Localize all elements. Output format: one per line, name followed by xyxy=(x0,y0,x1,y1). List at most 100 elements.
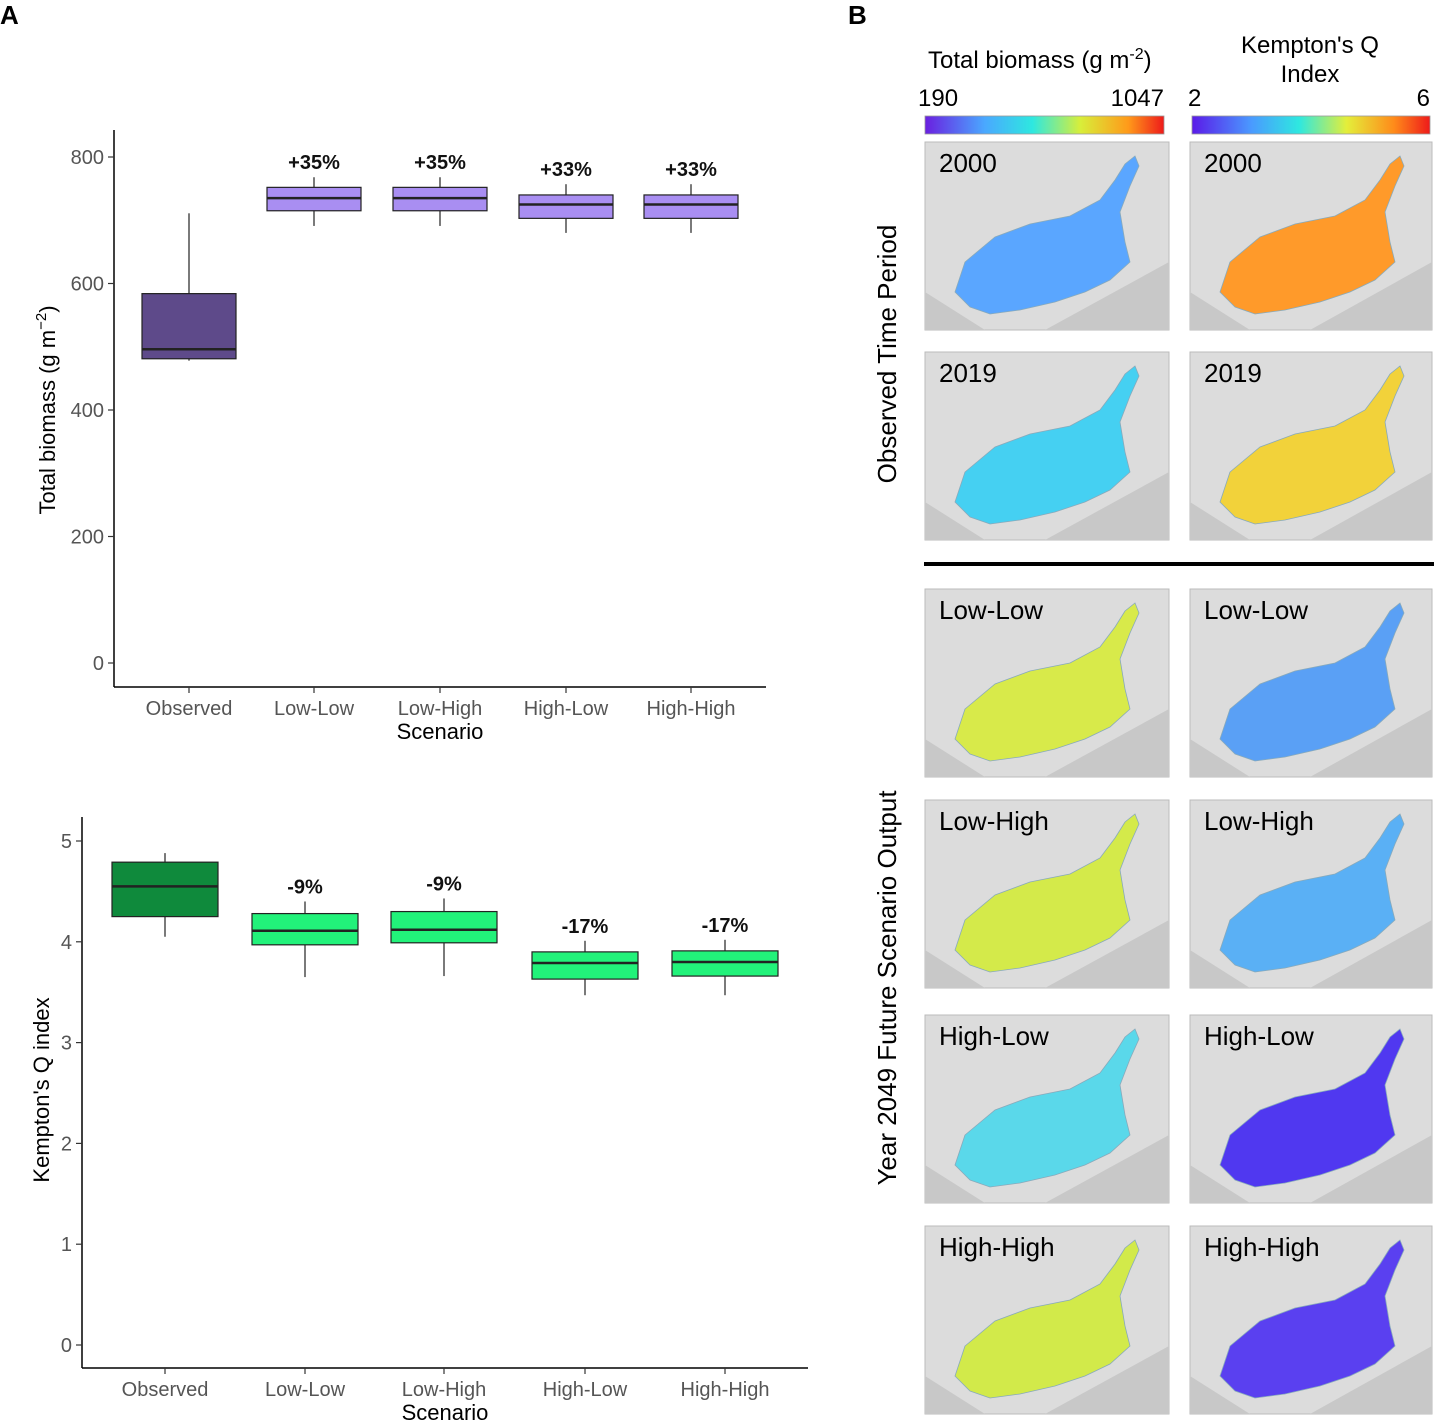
kempton-box-body xyxy=(111,861,219,918)
map-lake xyxy=(1219,365,1405,525)
map-land-shape xyxy=(1190,1165,1250,1203)
map-land-shape xyxy=(1190,950,1250,988)
biomass-y-tick-label: 800 xyxy=(71,147,104,169)
map-lake xyxy=(1219,1028,1405,1188)
map-panel-1-1: 2019 xyxy=(1189,351,1433,541)
kempton-y-tick-label: 0 xyxy=(61,1335,72,1357)
colorbar-biomass-gradient xyxy=(924,115,1165,135)
colorbar-kempton-title-line1: Kempton's Q xyxy=(1241,32,1379,59)
kempton-box-1: -9% xyxy=(251,876,359,978)
map-lake xyxy=(954,1239,1140,1399)
map-land-shape xyxy=(1045,709,1169,777)
map-panel-5-0: High-High xyxy=(924,1225,1170,1415)
map-land-shape xyxy=(1045,262,1169,330)
map-lake xyxy=(1219,602,1405,762)
kempton-box-2: -9% xyxy=(390,873,498,977)
biomass-y-tick-label: 400 xyxy=(71,400,104,422)
biomass-y-tick-label: 0 xyxy=(93,653,104,675)
biomass-box-1: +35% xyxy=(266,152,362,226)
biomass-boxplot: 0 200 400 600 800 Observed Low-Low Low-High High… xyxy=(33,130,766,744)
kempton-y-axis-title: Kempton's Q index xyxy=(29,997,54,1182)
map-land-shape xyxy=(1045,1135,1169,1203)
biomass-y-tick-label: 200 xyxy=(71,527,104,549)
kempton-x-axis-title: Scenario xyxy=(402,1400,489,1424)
kempton-box-body xyxy=(531,951,639,980)
kempton-box-3: -17% xyxy=(531,916,639,996)
kempton-y-tick-label: 2 xyxy=(61,1133,72,1155)
map-land-shape xyxy=(1045,1346,1169,1414)
map-lake xyxy=(1219,1239,1405,1399)
biomass-x-tick-label: Low-Low xyxy=(274,698,355,720)
biomass-x-tick-label: High-High xyxy=(647,698,736,720)
biomass-x-tick-label: Low-High xyxy=(398,698,482,720)
biomass-pct-label: +33% xyxy=(665,159,717,181)
biomass-axes: 0 200 400 600 800 Observed Low-Low Low-High High… xyxy=(71,130,766,720)
biomass-y-axis-title: Total biomass (g m−2) xyxy=(33,305,60,514)
map-lake xyxy=(954,365,1140,525)
map-panel-3-1: Low-High xyxy=(1189,799,1433,989)
map-land-shape xyxy=(1310,472,1432,540)
map-label: High-Low xyxy=(939,1021,1049,1051)
kempton-boxplot: 0 1 2 3 4 5 Observed Low-Low Low-High High-Low Hig… xyxy=(29,817,808,1424)
map-lake xyxy=(954,813,1140,973)
map-panel-0-0: 2000 xyxy=(924,141,1170,331)
map-label: High-Low xyxy=(1204,1021,1314,1051)
map-lake xyxy=(1219,155,1405,315)
map-label: Low-Low xyxy=(1204,595,1308,625)
colorbar-biomass-min: 190 xyxy=(918,85,958,112)
biomass-pct-label: +35% xyxy=(414,152,466,174)
map-land-shape xyxy=(925,950,985,988)
biomass-box-4: +33% xyxy=(643,159,739,233)
kempton-y-tick-label: 3 xyxy=(61,1033,72,1055)
map-panel-4-1: High-Low xyxy=(1189,1014,1433,1204)
colorbar-kempton-gradient xyxy=(1191,115,1431,135)
kempton-pct-label: -9% xyxy=(426,873,462,895)
kempton-x-tick-label: High-High xyxy=(681,1379,770,1401)
map-label: High-High xyxy=(1204,1232,1320,1262)
biomass-box-0 xyxy=(141,213,237,361)
map-land-shape xyxy=(925,1376,985,1414)
kempton-boxes: -9% -9% -17% -17% xyxy=(111,853,779,996)
map-land-shape xyxy=(1310,709,1432,777)
map-land-shape xyxy=(925,739,985,777)
map-lake xyxy=(954,1028,1140,1188)
biomass-box-body xyxy=(643,194,739,219)
map-panel-1-0: 2019 xyxy=(924,351,1170,541)
colorbar-kempton-max: 6 xyxy=(1417,85,1430,112)
kempton-x-tick-label: Low-Low xyxy=(265,1379,346,1401)
map-land-shape xyxy=(1310,1135,1432,1203)
map-label: Low-High xyxy=(1204,806,1314,836)
kempton-box-body xyxy=(390,910,498,944)
map-label: 2000 xyxy=(1204,148,1262,178)
kempton-box-body xyxy=(671,950,779,977)
panel-label-b: B xyxy=(848,0,867,30)
map-label: 2000 xyxy=(939,148,997,178)
kempton-pct-label: -17% xyxy=(562,916,609,938)
map-land-shape xyxy=(1190,739,1250,777)
map-panel-5-1: High-High xyxy=(1189,1225,1433,1415)
kempton-x-tick-label: Low-High xyxy=(402,1379,486,1401)
map-panel-0-1: 2000 xyxy=(1189,141,1433,331)
biomass-y-tick-label: 600 xyxy=(71,274,104,296)
kempton-box-4: -17% xyxy=(671,915,779,996)
map-land-shape xyxy=(1190,292,1250,330)
colorbar-kempton-min: 2 xyxy=(1188,85,1201,112)
kempton-y-tick-label: 1 xyxy=(61,1234,72,1256)
biomass-box-body xyxy=(141,293,237,360)
map-land-shape xyxy=(925,502,985,540)
map-lake xyxy=(1219,813,1405,973)
kempton-pct-label: -9% xyxy=(287,876,323,898)
kempton-pct-label: -17% xyxy=(702,915,749,937)
map-land-shape xyxy=(1310,1346,1432,1414)
map-panel-4-0: High-Low xyxy=(924,1014,1170,1204)
biomass-x-tick-label: High-Low xyxy=(524,698,609,720)
map-lake xyxy=(954,155,1140,315)
side-title-observed: Observed Time Period xyxy=(872,225,902,484)
biomass-box-3: +33% xyxy=(518,159,614,233)
biomass-pct-label: +33% xyxy=(540,159,592,181)
colorbar-biomass-title: Total biomass (g m-2) xyxy=(928,46,1152,74)
map-land-shape xyxy=(1190,1376,1250,1414)
map-panel-2-1: Low-Low xyxy=(1189,588,1433,778)
map-land-shape xyxy=(1045,472,1169,540)
map-land-shape xyxy=(1045,920,1169,988)
